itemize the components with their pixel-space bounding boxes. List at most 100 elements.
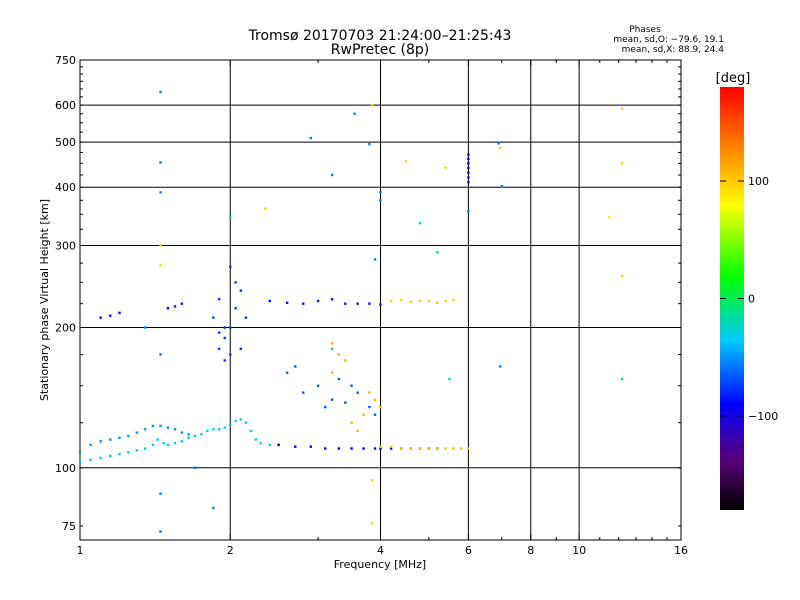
data-point: [459, 447, 463, 450]
data-point: [337, 447, 341, 450]
data-point: [239, 418, 243, 421]
data-point: [180, 431, 184, 434]
x-tick-label: 10: [572, 544, 586, 557]
data-point: [118, 311, 121, 315]
data-point: [399, 298, 403, 302]
data-point: [294, 365, 297, 368]
data-point: [373, 447, 377, 450]
data-point: [159, 90, 162, 94]
data-point: [127, 451, 130, 454]
data-point: [166, 426, 170, 429]
data-point: [151, 424, 155, 428]
data-point: [206, 429, 209, 433]
data-point: [187, 433, 190, 436]
data-point: [467, 162, 470, 165]
data-point: [330, 398, 334, 401]
data-point: [151, 443, 155, 447]
data-point: [109, 454, 112, 458]
data-point: [368, 405, 371, 409]
data-point: [159, 191, 162, 194]
data-point: [223, 326, 226, 329]
data-point: [368, 302, 371, 305]
data-point: [444, 166, 447, 170]
data-point: [316, 384, 320, 387]
data-point: [159, 264, 162, 267]
x-axis-label: Frequency [MHz]: [334, 558, 426, 571]
data-point: [330, 298, 334, 301]
data-points: [78, 90, 624, 533]
data-point: [249, 429, 253, 433]
y-tick-label: 75: [62, 520, 76, 533]
data-point: [436, 447, 439, 450]
data-point: [268, 299, 271, 303]
data-point: [180, 440, 184, 443]
data-point: [166, 443, 170, 447]
data-point: [427, 447, 431, 450]
data-point: [159, 424, 162, 428]
data-point: [330, 347, 334, 351]
data-point: [379, 199, 382, 202]
stats-heading: Phases: [629, 25, 661, 35]
data-point: [244, 316, 248, 319]
data-point: [379, 303, 382, 306]
data-point: [499, 365, 502, 368]
data-point: [229, 215, 232, 219]
data-point: [436, 301, 439, 304]
axis-ticks: 1 2 4 6 8 10 16 75 100 200 300 400 500 600 750: [55, 54, 688, 557]
data-point: [350, 421, 353, 424]
data-point: [109, 438, 112, 441]
data-point: [452, 447, 455, 450]
data-point: [109, 314, 112, 317]
data-point: [467, 447, 470, 450]
data-point: [330, 342, 334, 345]
data-point: [159, 161, 162, 164]
data-point: [229, 353, 232, 356]
y-tick-label: 300: [55, 239, 76, 252]
data-point: [409, 447, 412, 450]
data-point: [324, 447, 327, 450]
data-point: [362, 447, 365, 450]
data-point: [404, 159, 408, 163]
data-point: [418, 447, 422, 450]
data-point: [217, 428, 221, 431]
data-point: [234, 419, 237, 423]
data-point: [324, 405, 327, 409]
data-point: [353, 112, 356, 115]
data-point: [99, 456, 102, 460]
data-point: [173, 305, 177, 308]
x-tick-label: 4: [377, 544, 384, 557]
data-point: [166, 307, 170, 310]
data-point: [217, 347, 221, 351]
data-point: [294, 445, 297, 448]
data-point: [217, 331, 221, 334]
grid-lines: [80, 60, 681, 540]
data-point: [467, 181, 470, 184]
data-point: [344, 302, 347, 305]
data-point: [162, 441, 165, 445]
data-point: [608, 215, 611, 219]
data-point: [99, 440, 102, 443]
data-point: [223, 359, 226, 362]
data-point: [444, 299, 447, 303]
data-point: [330, 173, 334, 177]
data-point: [239, 347, 243, 351]
data-point: [418, 221, 422, 225]
data-point: [350, 384, 353, 387]
y-tick-label: 750: [55, 54, 76, 67]
data-point: [78, 451, 82, 454]
colorbar-tick-label: 0: [748, 293, 755, 306]
y-tick-label: 600: [55, 99, 76, 112]
data-point: [621, 377, 624, 381]
data-point: [229, 265, 232, 268]
y-tick-label: 400: [55, 181, 76, 194]
data-point: [180, 302, 184, 305]
x-tick-label: 2: [227, 544, 234, 557]
x-tick-label: 16: [674, 544, 688, 557]
data-point: [499, 147, 502, 150]
data-point: [78, 460, 82, 464]
data-point: [379, 405, 382, 409]
y-axis-label: Stationary phase Virtual Height [km]: [38, 199, 51, 401]
data-point: [89, 443, 92, 447]
data-point: [268, 443, 271, 447]
data-point: [379, 447, 382, 450]
